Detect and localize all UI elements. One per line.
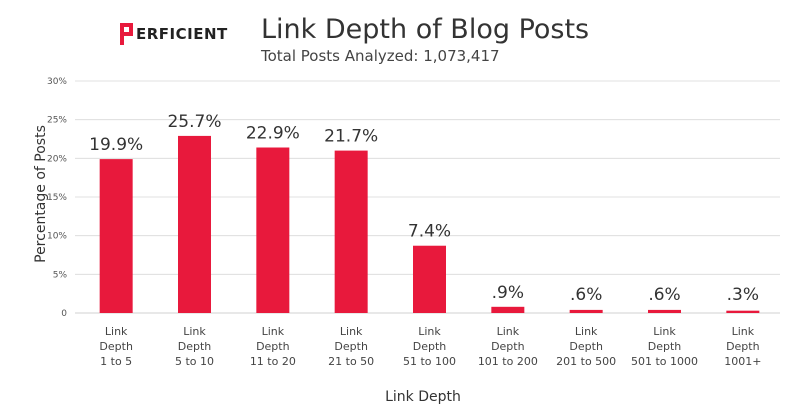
x-tick-label: 101 to 200 bbox=[478, 355, 538, 368]
bar bbox=[726, 310, 760, 313]
x-tick-label: 11 to 20 bbox=[250, 355, 296, 368]
data-label: .9% bbox=[492, 283, 524, 303]
x-tick-label: Link bbox=[340, 325, 363, 338]
x-tick-label: Link bbox=[105, 325, 128, 338]
data-label: .6% bbox=[570, 285, 602, 305]
data-label: 21.7% bbox=[324, 127, 378, 147]
x-tick-label: Link bbox=[732, 325, 755, 338]
bar bbox=[413, 245, 446, 313]
data-label: 7.4% bbox=[408, 222, 451, 242]
x-tick-label: 21 to 50 bbox=[328, 355, 374, 368]
x-tick-label: 501 to 1000 bbox=[631, 355, 698, 368]
x-tick-label: Link bbox=[183, 325, 206, 338]
bar bbox=[491, 306, 525, 313]
bar bbox=[99, 159, 133, 313]
data-label: 22.9% bbox=[246, 124, 300, 144]
x-axis-categories: Link Depth 1 to 5 Link Depth 5 to 10 Link Depth… bbox=[99, 325, 761, 368]
x-tick-label: Link bbox=[653, 325, 676, 338]
x-tick-label: Depth bbox=[726, 340, 760, 353]
x-tick-label: 5 to 10 bbox=[175, 355, 214, 368]
x-tick-label: Depth bbox=[178, 340, 212, 353]
x-axis-title: Link Depth bbox=[385, 389, 461, 405]
x-tick-label: Depth bbox=[648, 340, 682, 353]
y-tick-label: 15% bbox=[47, 193, 67, 203]
x-tick-label: Depth bbox=[413, 340, 447, 353]
data-label: .6% bbox=[648, 285, 680, 305]
x-tick-label: 51 to 100 bbox=[403, 355, 456, 368]
logo-text: ERFICIENT bbox=[136, 25, 228, 43]
bars bbox=[99, 135, 760, 313]
bar bbox=[334, 150, 368, 313]
x-tick-label: Link bbox=[418, 325, 441, 338]
x-tick-label: Link bbox=[575, 325, 598, 338]
data-label: 19.9% bbox=[89, 135, 143, 155]
perficient-logo: ERFICIENT bbox=[120, 22, 228, 46]
y-tick-label: 0 bbox=[61, 309, 67, 319]
x-tick-label: Depth bbox=[491, 340, 525, 353]
data-label: 25.7% bbox=[167, 112, 221, 132]
x-tick-label: Depth bbox=[334, 340, 368, 353]
x-tick-label: Depth bbox=[256, 340, 290, 353]
y-tick-label: 30% bbox=[47, 77, 67, 87]
x-tick-label: 1001+ bbox=[724, 355, 761, 368]
x-tick-label: Link bbox=[262, 325, 285, 338]
x-tick-label: 1 to 5 bbox=[100, 355, 132, 368]
x-tick-label: Depth bbox=[569, 340, 603, 353]
bar bbox=[256, 147, 290, 313]
x-tick-label: Depth bbox=[99, 340, 133, 353]
y-tick-label: 20% bbox=[47, 154, 67, 164]
x-tick-label: 201 to 500 bbox=[556, 355, 616, 368]
chart-subtitle: Total Posts Analyzed: 1,073,417 bbox=[261, 47, 500, 65]
y-axis-ticks: 0 5% 10% 15% 20% 25% 30% bbox=[47, 77, 67, 319]
bar bbox=[178, 135, 211, 313]
bar bbox=[648, 309, 681, 313]
y-axis-title: Percentage of Posts bbox=[33, 125, 49, 263]
y-tick-label: 5% bbox=[53, 270, 68, 280]
x-tick-label: Link bbox=[497, 325, 520, 338]
bar bbox=[569, 309, 603, 313]
y-tick-label: 10% bbox=[47, 232, 67, 242]
data-labels: 19.9% 25.7% 22.9% 21.7% 7.4% .9% .6% .6% .3% bbox=[89, 112, 759, 305]
chart-title: Link Depth of Blog Posts bbox=[261, 14, 590, 45]
y-tick-label: 25% bbox=[47, 116, 67, 126]
data-label: .3% bbox=[727, 285, 759, 305]
perficient-logo-mark-icon bbox=[120, 23, 133, 45]
